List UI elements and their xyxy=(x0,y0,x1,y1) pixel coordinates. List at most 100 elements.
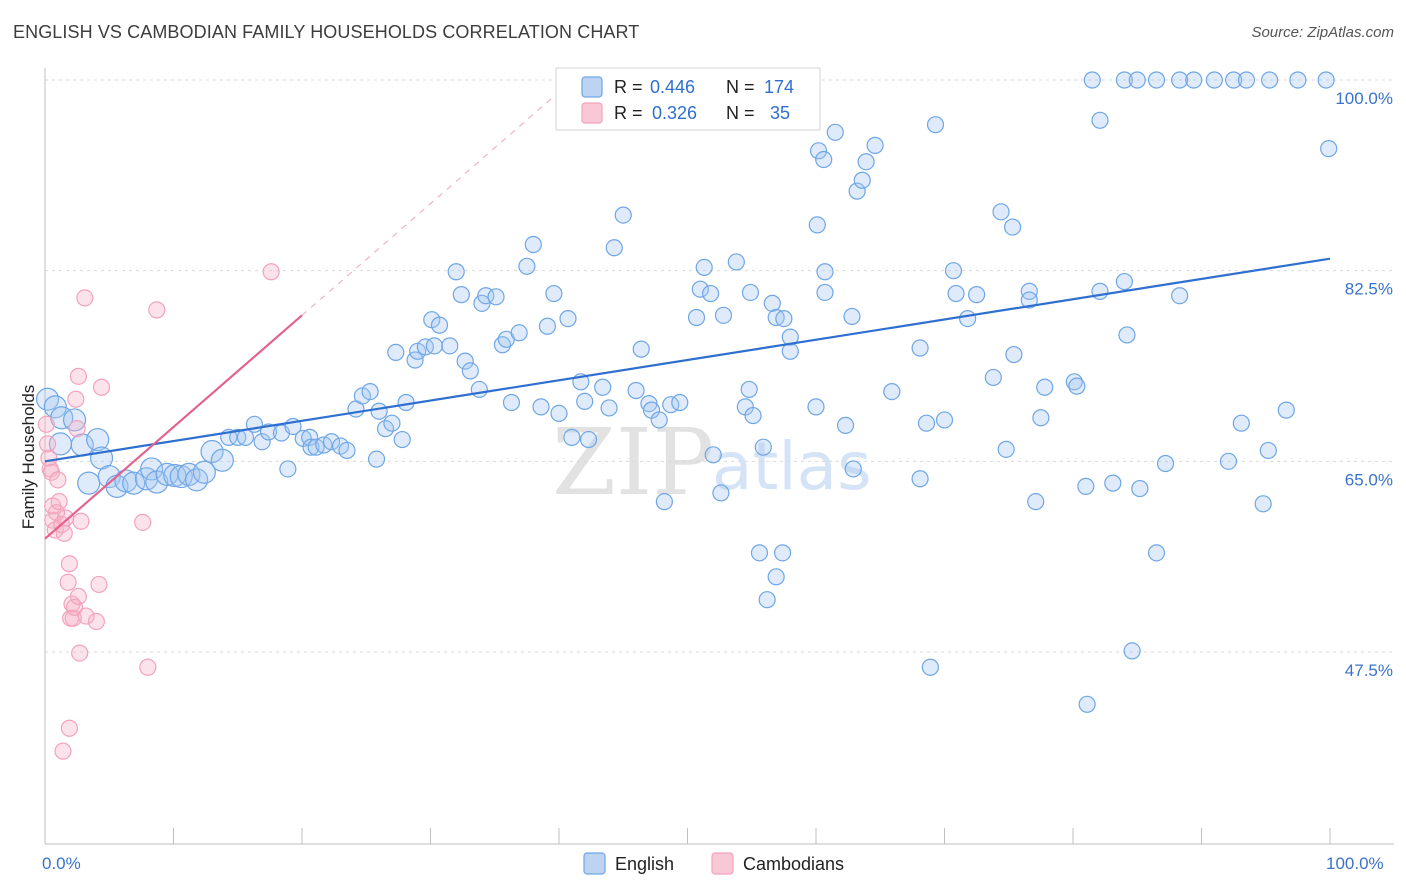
english-point xyxy=(447,263,465,281)
english-point xyxy=(691,280,709,298)
english-point xyxy=(773,544,792,562)
english-point xyxy=(702,284,720,303)
cambodian-legend-swatch[interactable] xyxy=(711,852,734,875)
english-point xyxy=(1205,71,1223,89)
cambodian-n-label: N = xyxy=(726,103,755,123)
english-point xyxy=(1020,282,1038,300)
english-legend-swatch[interactable] xyxy=(583,852,606,875)
cambodian-point xyxy=(56,509,75,527)
x-ticks xyxy=(44,828,1331,844)
english-point xyxy=(253,433,271,451)
cambodian-point xyxy=(67,390,85,408)
axes xyxy=(44,68,1394,845)
cambodian-point xyxy=(92,378,111,396)
english-point xyxy=(1104,474,1122,492)
english-point xyxy=(968,286,986,304)
y-tick-label: 47.5% xyxy=(1345,661,1393,680)
cambodian-legend-label[interactable]: Cambodians xyxy=(743,854,844,874)
english-r-value: 0.446 xyxy=(650,77,695,97)
english-legend-label[interactable]: English xyxy=(615,854,674,874)
cambodian-point xyxy=(59,573,77,591)
english-point xyxy=(559,310,577,328)
english-point xyxy=(1036,378,1054,396)
cambodian-point xyxy=(37,415,55,433)
english-point xyxy=(425,337,443,355)
english-point xyxy=(502,393,521,412)
english-point xyxy=(1289,71,1307,89)
english-point xyxy=(1083,71,1101,89)
english-point xyxy=(452,286,470,304)
english-point xyxy=(1115,71,1134,89)
english-point xyxy=(114,469,138,493)
english-point xyxy=(650,411,668,429)
english-point xyxy=(169,464,193,489)
english-point xyxy=(826,123,844,141)
english-point xyxy=(605,239,623,257)
english-point xyxy=(947,284,965,303)
english-point xyxy=(807,398,825,416)
y-tick-label: 65.0% xyxy=(1345,470,1393,489)
english-point xyxy=(671,393,689,412)
english-trend-line xyxy=(44,257,1331,463)
source-label: Source: ZipAtlas.com xyxy=(1251,24,1394,41)
cambodian-swatch xyxy=(581,102,603,124)
english-point xyxy=(1277,401,1295,419)
cambodian-point xyxy=(60,555,79,573)
english-point xyxy=(550,404,568,422)
english-point xyxy=(959,310,977,328)
english-point xyxy=(1147,71,1166,89)
cambodian-point xyxy=(40,449,58,467)
english-point xyxy=(1225,71,1243,89)
english-point xyxy=(917,414,936,432)
english-point xyxy=(1027,493,1045,511)
english-point xyxy=(302,438,320,456)
cambodian-point xyxy=(134,513,152,531)
english-point xyxy=(383,414,401,432)
english-point xyxy=(1254,495,1272,513)
cambodian-point xyxy=(50,493,68,511)
english-point xyxy=(532,398,550,416)
cambodian-point xyxy=(69,367,88,385)
english-point xyxy=(1317,71,1335,89)
english-point xyxy=(1020,291,1038,309)
english-n-value: 174 xyxy=(764,77,794,97)
english-point xyxy=(687,308,706,327)
english-point xyxy=(1004,218,1022,236)
english-point xyxy=(259,423,278,441)
english-point xyxy=(816,283,834,302)
english-point xyxy=(1118,326,1136,344)
english-point xyxy=(1077,477,1095,495)
cambodian-point xyxy=(38,435,57,453)
watermark-zip: ZIP xyxy=(552,409,714,516)
english-point xyxy=(911,470,929,488)
english-point xyxy=(816,263,834,281)
y-axis-title: Family Households xyxy=(19,385,38,530)
english-point xyxy=(754,438,772,456)
cambodian-points xyxy=(37,263,280,760)
english-point xyxy=(655,493,673,511)
english-point xyxy=(579,430,598,449)
english-point xyxy=(594,378,612,396)
english-swatch xyxy=(581,76,603,98)
english-point xyxy=(563,428,581,446)
english-point xyxy=(1232,414,1250,432)
english-point xyxy=(997,440,1015,458)
english-point xyxy=(866,136,884,154)
english-point xyxy=(1032,409,1050,427)
english-point xyxy=(518,257,536,275)
english-point xyxy=(43,395,67,419)
cambodian-r-label: R = xyxy=(614,103,643,123)
series-legend: English Cambodians xyxy=(583,852,844,875)
english-point xyxy=(848,182,866,200)
english-point xyxy=(836,416,855,434)
cambodian-point xyxy=(69,587,88,606)
english-point xyxy=(1128,71,1146,89)
english-point xyxy=(279,460,297,478)
watermark-atlas: atlas xyxy=(712,428,872,505)
english-point xyxy=(441,337,459,355)
english-point xyxy=(767,568,785,586)
english-point xyxy=(992,203,1010,221)
english-point xyxy=(77,471,101,495)
english-point xyxy=(487,288,505,306)
